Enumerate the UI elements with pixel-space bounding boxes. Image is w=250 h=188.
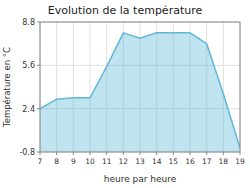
x-tick-label: 12: [119, 157, 129, 166]
y-tick-label: 5.6: [22, 61, 35, 70]
y-tick-label: 2.4: [22, 105, 35, 114]
grid: [40, 22, 240, 152]
y-tick-label: 8.8: [22, 18, 35, 27]
y-axis-label: Température en °C: [2, 47, 12, 128]
area: [40, 33, 240, 152]
series: [40, 33, 240, 152]
x-tick-label: 10: [85, 157, 95, 166]
plot-frame: [40, 22, 240, 152]
x-axis-label: heure par heure: [104, 174, 177, 184]
line: [40, 33, 240, 148]
x-tick-label: 19: [235, 157, 245, 166]
x-tick-label: 18: [219, 157, 229, 166]
chart: -0.8 2.4 5.6 8.8 7 8 9 10 11 12 13 14 15 16 17 18 19 Evol…: [0, 0, 250, 188]
plot-background: [40, 22, 240, 152]
axes: -0.8 2.4 5.6 8.8 7 8 9 10 11 12 13 14 15 16 17 18 19: [19, 18, 245, 166]
x-tick-label: 9: [71, 157, 76, 166]
x-tick-label: 15: [169, 157, 179, 166]
x-tick-label: 14: [152, 157, 162, 166]
title: Evolution de la température: [48, 4, 203, 17]
x-tick-label: 11: [102, 157, 112, 166]
y-tick-label: -0.8: [19, 148, 35, 157]
x-tick-label: 8: [54, 157, 59, 166]
x-tick-label: 17: [202, 157, 212, 166]
x-tick-label: 13: [135, 157, 145, 166]
x-tick-label: 16: [185, 157, 195, 166]
x-tick-label: 7: [38, 157, 43, 166]
